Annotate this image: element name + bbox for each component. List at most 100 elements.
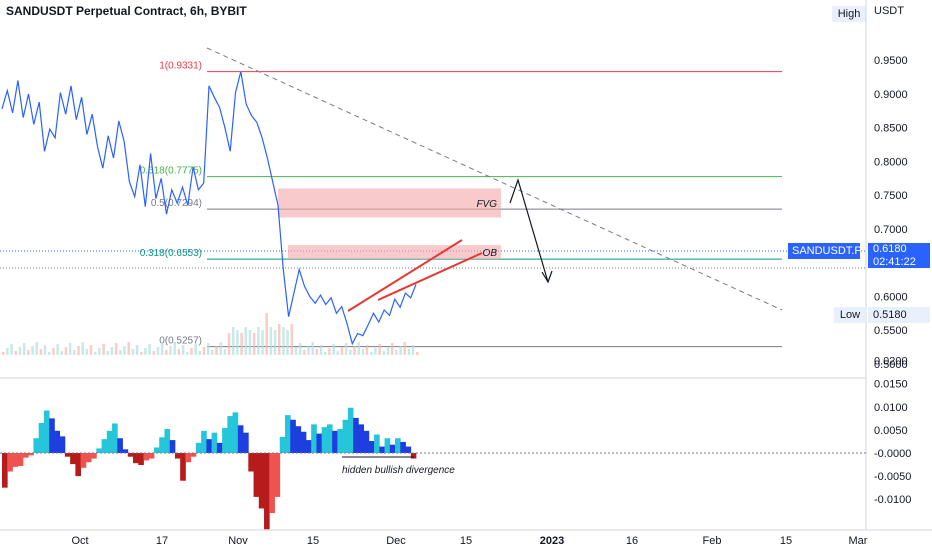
oscillator-bar (316, 433, 323, 454)
projection-arrowhead (541, 270, 553, 284)
time-tick-label: Nov (228, 535, 248, 547)
time-tick-label: 15 (780, 535, 792, 547)
oscillator-bar (243, 432, 249, 454)
price-tick-label: 0.6000 (874, 291, 908, 303)
oscillator-bar (237, 425, 244, 454)
volume-bar (395, 350, 398, 355)
volume-bar (31, 346, 34, 355)
oscillator-bar (358, 424, 364, 454)
symbol-tag: SANDUSDT.P (788, 243, 862, 259)
oscillator-bar (17, 453, 24, 466)
time-tick-label: Dec (386, 535, 406, 547)
oscillator-bar (180, 453, 186, 481)
oscillator-bar (96, 448, 102, 454)
time-tick-label: 16 (626, 535, 638, 547)
divergence-annotation: hidden bullish divergence (342, 465, 455, 476)
dashed-trendline (206, 47, 783, 311)
fib-level-label: 0.618(0.7775) (140, 166, 202, 177)
oscillator-bar (49, 418, 55, 454)
price-tick-label: 0.9500 (874, 55, 908, 67)
volume-bar (248, 330, 252, 355)
volume-bar (144, 348, 147, 355)
volume-bar (324, 352, 327, 355)
volume-bar (332, 344, 335, 355)
oscillator-bar (201, 430, 207, 454)
volume-bar (165, 350, 168, 355)
volume-bar (282, 327, 285, 355)
oscillator-bar (43, 410, 50, 454)
volume-bar (294, 347, 298, 355)
oscillator-bar (295, 426, 302, 454)
low-value-tag: 0.5180 (868, 307, 930, 323)
oscillator-bar (264, 453, 270, 530)
zone-label: OB (483, 248, 498, 259)
volume-bar (344, 343, 348, 355)
volume-bar (390, 343, 394, 355)
price-tick-label: 0.7500 (874, 190, 908, 202)
osc-tick-label: -0.0100 (874, 494, 911, 506)
oscillator-bar (206, 439, 213, 454)
volume-bar (265, 313, 268, 355)
volume-bar (89, 345, 93, 355)
volume-bar (68, 343, 72, 355)
oscillator-bar (138, 453, 144, 466)
volume-bar (403, 342, 406, 355)
volume-bar (206, 343, 210, 355)
volume-bar (127, 342, 130, 355)
volume-bar (252, 333, 256, 355)
oscillator-bar (232, 412, 239, 454)
volume-bar (286, 330, 289, 355)
oscillator-bar (290, 419, 296, 454)
volume-bar (43, 345, 47, 355)
osc-tick-label: 0.0150 (874, 379, 908, 391)
volume-bar (307, 346, 310, 355)
time-tick-label: Mar (849, 535, 868, 547)
volume-bar (98, 348, 101, 355)
oscillator-bar (38, 422, 45, 454)
volume-bar (73, 350, 76, 355)
volume-bar (374, 348, 377, 355)
oscillator-bar (70, 453, 76, 465)
volume-bar (169, 346, 172, 355)
oscillator-bar (284, 415, 291, 454)
volume-bar (140, 352, 143, 355)
oscillator-bar (159, 437, 165, 454)
oscillator: hidden bullish divergence (0, 407, 866, 530)
oscillator-bar (274, 453, 281, 497)
volume-bar (273, 330, 277, 355)
zone-label: FVG (476, 199, 497, 210)
volume-bar (365, 345, 369, 355)
oscillator-bar (112, 423, 118, 454)
volume-bar (328, 348, 331, 355)
volume-bar (181, 345, 185, 355)
oscillator-bar (148, 453, 155, 459)
oscillator-bar (410, 453, 417, 459)
oscillator-bar (85, 453, 92, 463)
oscillator-bar (368, 441, 375, 454)
oscillator-bar (185, 453, 192, 463)
trendline-upper (347, 239, 463, 312)
volume-bar (18, 347, 22, 355)
price-tick-label: 0.8500 (874, 123, 908, 135)
oscillator-bar (279, 436, 286, 454)
oscillator-bar (28, 453, 34, 456)
volume-bar (211, 350, 214, 355)
projection-path (509, 178, 549, 283)
oscillator-bar (75, 453, 82, 477)
volume-bar (378, 344, 381, 355)
oscillator-bar (379, 446, 385, 454)
volume-bar (27, 350, 30, 355)
volume-bar (257, 327, 260, 355)
oscillator-bar (400, 441, 406, 454)
oscillator-bar (153, 447, 160, 454)
osc-tick-label: 0.0100 (874, 402, 908, 414)
volume-bar (244, 327, 248, 355)
time-axis: Oct 17 Nov 15 Dec 15 2023 16 Feb 15 Mar (71, 535, 867, 547)
volume-bar (85, 349, 89, 355)
oscillator-bar (332, 430, 338, 454)
volume-bar (261, 330, 264, 355)
oscillator-bar (384, 438, 391, 454)
volume-bar (35, 342, 38, 355)
oscillator-bar (395, 438, 401, 454)
